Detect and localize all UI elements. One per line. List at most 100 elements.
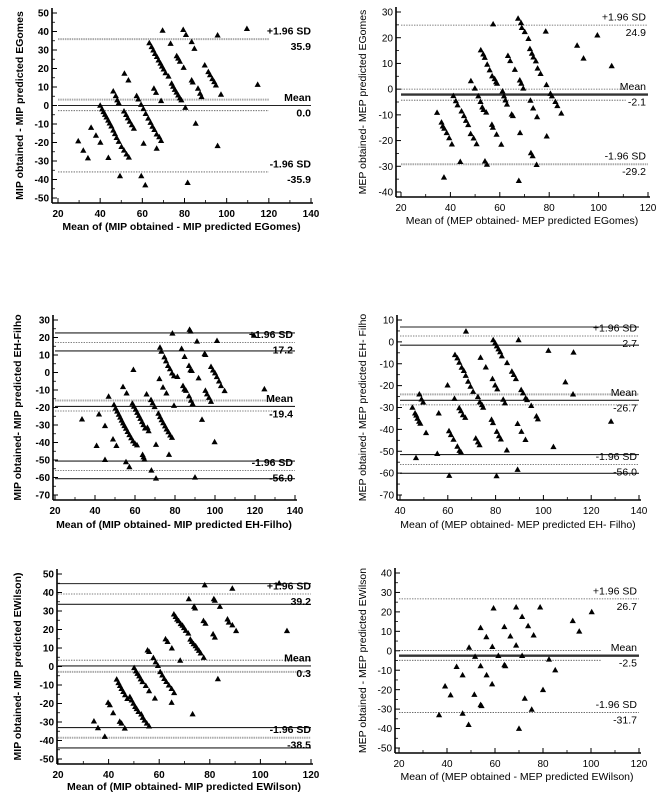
annotation-label: -1.96 SD [596,699,638,711]
data-point [537,70,544,77]
data-point [489,419,497,426]
data-point [207,363,215,370]
data-point [482,364,489,370]
data-point [211,369,219,376]
annotation-label: +1.96 SD [267,580,311,592]
data-point [116,172,124,179]
data-point [160,66,167,72]
data-point [157,137,165,143]
data-point [202,351,209,357]
data-point [446,472,453,478]
data-point [159,27,166,33]
data-point [198,93,205,100]
y-axis-title: MIP obtained - MIP predicted EGomes [14,11,26,200]
data-point [470,388,477,394]
axes: 20 40 60 80 100 120 1403020100-10-20-30-40-50-… [36,315,304,517]
data-point [121,725,128,731]
data-point [250,332,258,338]
data-point [490,20,497,27]
x-tick-label: 40 [441,759,453,770]
data-point [123,150,130,157]
data-point [445,427,453,434]
data-point [152,475,160,481]
data-point [135,96,142,102]
data-point [188,38,195,45]
data-point [448,140,455,147]
y-tick-label: 10 [43,644,55,655]
data-point [489,680,496,687]
limit-annotations: +1.96 SD 17.2 Mean -19.4 -1.96 SD -56.0 [249,329,293,485]
data-point [151,695,158,701]
data-point [165,681,172,688]
x-axis-title: Mean of (MEP obtained- MEP predicted EH-… [400,519,635,531]
annotation-label: -1.96 SD [252,457,294,469]
data-point [498,141,505,147]
data-point [145,427,152,434]
annotation-value: -2.5 [619,658,637,670]
data-point [594,31,601,38]
y-tick-label: -10 [379,110,394,121]
annotation-value: 0.3 [296,668,311,680]
y-tick-label: 30 [382,8,394,19]
x-tick-label: 60 [494,203,506,214]
y-tick-label: 0 [386,646,392,657]
data-point [151,403,158,410]
y-tick-label: -50 [36,456,51,467]
data-point [476,441,483,448]
x-tick-label: 100 [218,209,235,220]
data-point [441,682,449,689]
data-point [202,620,209,626]
data-point [185,362,193,368]
data-point [177,657,184,663]
data-point [212,81,220,88]
data-point [516,129,524,136]
data-point [141,456,148,462]
x-tick-label: 60 [489,759,501,770]
data-point [192,120,199,126]
data-point [113,442,120,448]
data-point [462,372,469,378]
data-point [211,597,218,603]
data-point [125,76,132,83]
data-point [192,605,199,611]
data-point [162,357,170,364]
data-point [562,378,569,385]
data-point [130,125,137,131]
data-point [113,134,120,140]
data-point [517,19,525,26]
reference-lines [55,332,295,480]
y-tick-label: -40 [35,175,50,186]
data-point [171,689,178,696]
data-point [138,172,145,179]
x-tick-label: 120 [303,770,320,781]
data-point [141,717,148,723]
y-tick-label: -60 [36,473,51,484]
x-tick-label: 60 [129,506,141,517]
data-point [167,40,174,46]
data-point [197,649,204,656]
data-point [574,42,581,48]
x-tick-label: 60 [154,770,166,781]
reference-lines [58,38,311,173]
data-point [211,438,218,445]
y-tick-label: 0 [44,368,50,379]
data-point [165,451,173,457]
data-point [148,467,155,473]
x-tick-label: 120 [631,759,648,770]
data-point [507,632,514,639]
data-point [233,627,240,634]
data-point [497,348,504,355]
y-tick-label: 0 [388,337,394,348]
y-tick-label: 20 [43,625,55,636]
data-point [110,709,117,716]
data-point [276,580,283,586]
data-point [504,52,512,59]
data-point [126,118,133,124]
data-point [261,385,268,392]
data-point [462,328,470,334]
data-point [215,378,223,384]
annotation-value: 0.0 [296,108,311,120]
annotation-label: Mean [266,393,293,405]
